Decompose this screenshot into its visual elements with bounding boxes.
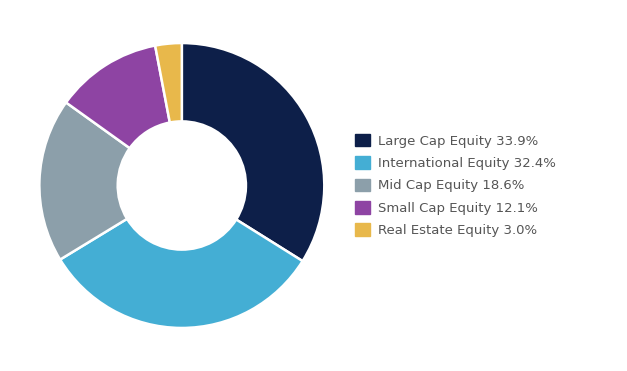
- Wedge shape: [182, 43, 324, 261]
- Wedge shape: [66, 46, 170, 148]
- Legend: Large Cap Equity 33.9%, International Equity 32.4%, Mid Cap Equity 18.6%, Small : Large Cap Equity 33.9%, International Eq…: [352, 130, 560, 241]
- Wedge shape: [60, 219, 303, 328]
- Wedge shape: [155, 43, 182, 122]
- Wedge shape: [40, 102, 130, 260]
